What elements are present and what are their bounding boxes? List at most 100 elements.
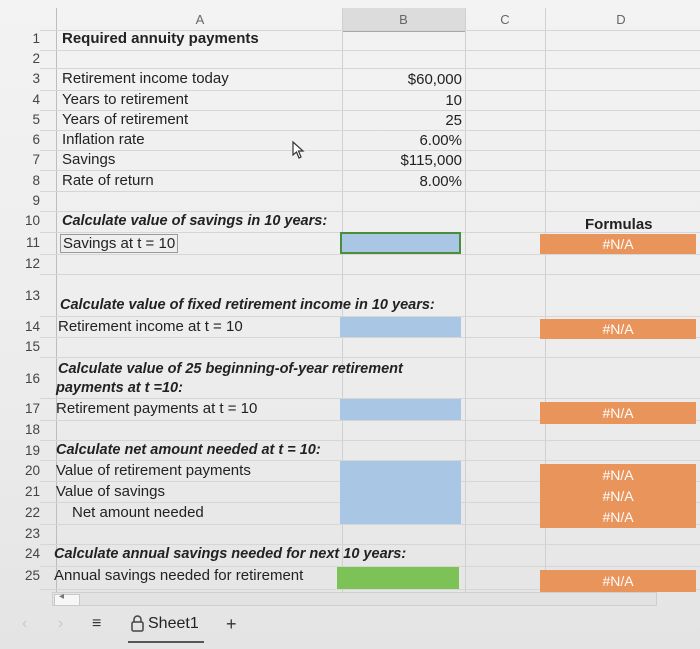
formula-d21-text: #N/A [602, 488, 634, 504]
label-a17[interactable]: Retirement payments at t = 10 [56, 400, 258, 417]
formula-d25-text: #N/A [602, 573, 634, 589]
row-number[interactable]: 16 [24, 371, 40, 386]
column-header-d[interactable]: D [545, 8, 697, 30]
label-a16-line1[interactable]: Calculate value of 25 beginning-of-year … [58, 361, 403, 377]
formulas-header: Formulas [585, 216, 653, 233]
row-number[interactable]: 14 [24, 319, 40, 334]
scroll-left-icon[interactable]: ◂ [59, 591, 65, 602]
label-a14[interactable]: Retirement income at t = 10 [58, 318, 243, 335]
label-a21[interactable]: Value of savings [56, 483, 165, 500]
label-a13[interactable]: Calculate value of fixed retirement inco… [60, 297, 435, 313]
row-number[interactable]: 20 [24, 463, 40, 478]
annual-savings-cell[interactable] [337, 567, 459, 589]
row-number[interactable]: 19 [24, 443, 40, 458]
value-b4[interactable]: 10 [445, 92, 462, 109]
row-number[interactable]: 24 [24, 546, 40, 561]
formula-d11[interactable]: #N/A [540, 234, 696, 254]
grid-line-b [342, 8, 343, 598]
column-header-c-label: C [500, 11, 510, 27]
column-header-c[interactable]: C [465, 8, 545, 30]
formula-d14[interactable]: #N/A [540, 319, 696, 339]
net-amount-block-cells[interactable] [340, 461, 461, 524]
grid-row-line [40, 420, 700, 421]
label-a8[interactable]: Rate of return [62, 172, 154, 189]
formula-d22[interactable]: #N/A [540, 506, 696, 528]
row-number[interactable]: 13 [24, 288, 40, 303]
grid-row-line [40, 130, 700, 131]
label-a10[interactable]: Calculate value of savings in 10 years: [62, 213, 328, 229]
row-number[interactable]: 22 [24, 505, 40, 520]
grid-row-line [40, 50, 700, 51]
grid-row-line [40, 30, 700, 31]
value-b6[interactable]: 6.00% [419, 132, 462, 149]
row-number[interactable]: 17 [24, 401, 40, 416]
row-number[interactable]: 21 [24, 484, 40, 499]
sheet-title[interactable]: Required annuity payments [62, 30, 259, 47]
formula-d20-text: #N/A [602, 467, 634, 483]
grid-row-line [40, 357, 700, 358]
formula-d14-text: #N/A [602, 321, 634, 337]
row-number[interactable]: 7 [32, 152, 40, 167]
formula-d21[interactable]: #N/A [540, 486, 696, 506]
sheet-list-glyph: ≡ [92, 615, 102, 632]
label-a3[interactable]: Retirement income today [62, 70, 229, 87]
grid-row-line [40, 90, 700, 91]
row-number[interactable]: 25 [24, 568, 40, 583]
formula-d20[interactable]: #N/A [540, 464, 696, 486]
sheet-tab-label: Sheet1 [148, 615, 199, 632]
label-a25[interactable]: Annual savings needed for retirement [54, 567, 304, 584]
chevron-left-icon[interactable]: ‹ [22, 615, 28, 632]
lock-icon [131, 615, 144, 632]
grid-row-line [40, 460, 700, 461]
retirement-income-at-t10-cell[interactable] [340, 317, 461, 337]
value-b5[interactable]: 25 [445, 112, 462, 129]
grid-row-line [40, 524, 700, 525]
column-header-a-label: A [195, 11, 205, 27]
row-number[interactable]: 2 [32, 51, 40, 66]
row-number[interactable]: 9 [32, 193, 40, 208]
sheet-list-icon[interactable]: ≡ [92, 615, 101, 633]
row-number[interactable]: 4 [32, 92, 40, 107]
formula-d17[interactable]: #N/A [540, 402, 696, 424]
label-a7[interactable]: Savings [62, 151, 116, 168]
chevron-right-icon[interactable]: › [58, 615, 64, 632]
row-number[interactable]: 11 [25, 235, 40, 250]
grid-line-d [545, 8, 546, 598]
label-a6[interactable]: Inflation rate [62, 131, 145, 148]
row-number[interactable]: 23 [24, 526, 40, 541]
label-a22[interactable]: Net amount needed [72, 504, 204, 521]
column-header-b[interactable]: B [342, 8, 465, 32]
grid-row-line [40, 150, 700, 151]
row-number[interactable]: 18 [24, 422, 40, 437]
retirement-payments-at-t10-cell[interactable] [340, 399, 461, 420]
column-header-a[interactable]: A [58, 8, 342, 30]
savings-at-t10-cell[interactable] [340, 232, 461, 254]
row-number[interactable]: 5 [32, 112, 40, 127]
grid-row-line [40, 544, 700, 545]
row-number[interactable]: 15 [24, 339, 40, 354]
value-b3[interactable]: $60,000 [407, 71, 462, 88]
row-number[interactable]: 1 [32, 31, 40, 46]
row-number[interactable]: 8 [32, 173, 40, 188]
add-sheet-icon[interactable]: + [226, 614, 237, 635]
label-a11[interactable]: Savings at t = 10 [60, 234, 179, 253]
label-a24[interactable]: Calculate annual savings needed for next… [54, 546, 407, 562]
label-a4[interactable]: Years to retirement [62, 91, 189, 108]
row-number[interactable]: 10 [24, 213, 40, 228]
row-header-divider [56, 8, 57, 598]
value-b8[interactable]: 8.00% [419, 173, 462, 190]
formula-d22-text: #N/A [602, 509, 634, 525]
row-number[interactable]: 6 [32, 132, 40, 147]
label-a19[interactable]: Calculate net amount needed at t = 10: [56, 442, 321, 458]
scrollbar-thumb[interactable] [54, 594, 80, 606]
label-a20[interactable]: Value of retirement payments [56, 462, 251, 479]
label-a5[interactable]: Years of retirement [62, 111, 189, 128]
row-number[interactable]: 3 [32, 71, 40, 86]
formula-d25[interactable]: #N/A [540, 570, 696, 592]
row-number[interactable]: 12 [24, 256, 40, 271]
value-b7[interactable]: $115,000 [400, 152, 462, 169]
label-a16-line2[interactable]: payments at t =10: [56, 380, 183, 396]
horizontal-scrollbar[interactable]: ◂ [52, 591, 657, 606]
sheet-tab-sheet1[interactable]: Sheet1 [128, 611, 204, 643]
